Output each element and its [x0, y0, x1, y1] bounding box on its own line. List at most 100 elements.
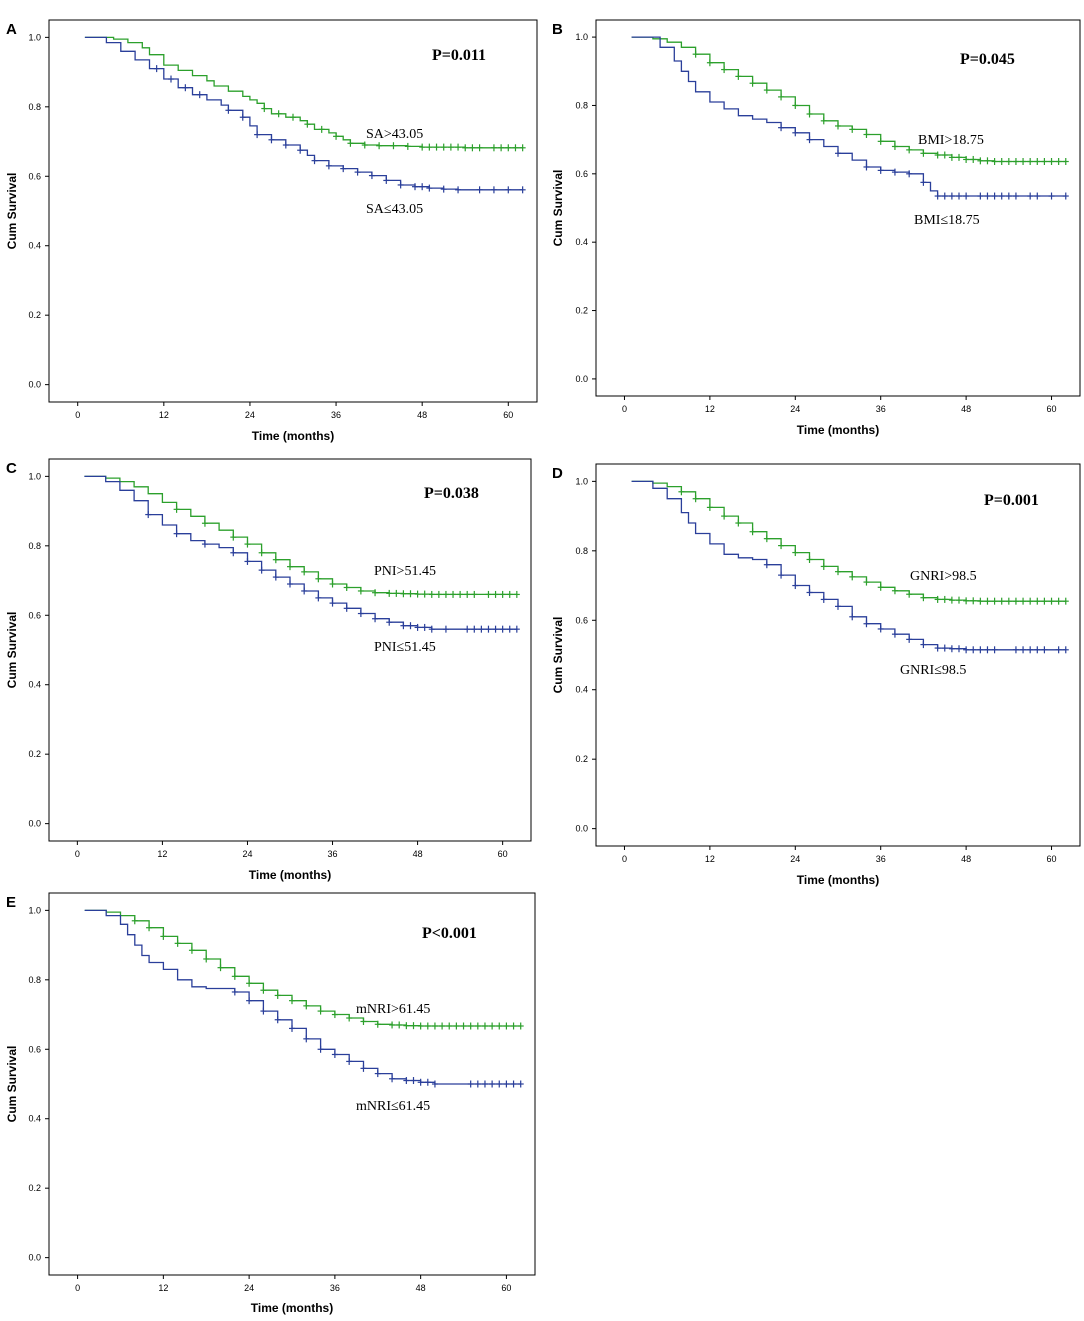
censor-mark-low — [806, 136, 813, 144]
censor-mark-high — [956, 596, 962, 604]
censor-mark-high — [792, 549, 799, 557]
x-tick-label: 36 — [330, 1283, 340, 1293]
censor-mark-low — [1034, 646, 1041, 654]
censor-mark-low — [201, 540, 208, 548]
y-tick-label: 0.8 — [28, 541, 41, 551]
y-tick-label: 0.2 — [575, 754, 588, 764]
censor-mark-low — [474, 1080, 481, 1088]
km-panel-b: B 0.0 0.2 0.4 0.6 0.8 1.0 0 12 24 36 48 60 Time (mont… — [551, 19, 1081, 437]
x-tick-label: 12 — [158, 1283, 168, 1293]
censor-mark-low — [1041, 646, 1048, 654]
censor-mark-high — [948, 153, 955, 161]
censor-mark-low — [948, 192, 955, 200]
censor-mark-high — [920, 594, 927, 602]
censor-mark-low — [386, 618, 393, 626]
censor-mark-low — [792, 129, 799, 137]
x-tick-label: 60 — [501, 1283, 511, 1293]
censor-mark-low — [496, 1080, 503, 1088]
x-tick-label: 60 — [503, 410, 513, 420]
censor-mark-low — [478, 625, 485, 633]
censor-mark-low — [941, 644, 948, 652]
censor-mark-high — [450, 590, 457, 598]
censor-mark-low — [272, 573, 279, 581]
p-value-label: P=0.001 — [984, 492, 1039, 509]
censor-mark-high — [407, 590, 414, 598]
y-tick-label: 0.4 — [28, 680, 41, 690]
y-tick-label: 0.6 — [575, 169, 588, 179]
censor-mark-high — [906, 590, 913, 598]
censor-mark-low — [168, 75, 174, 83]
censor-mark-low — [835, 149, 841, 157]
y-axis-title: Cum Survival — [551, 170, 565, 247]
censor-mark-high — [333, 132, 340, 140]
x-tick-label: 24 — [245, 410, 255, 420]
censor-mark-low — [977, 646, 984, 654]
censor-mark-high — [1005, 158, 1012, 166]
y-tick-label: 0.6 — [28, 171, 41, 181]
censor-mark-low — [476, 186, 483, 194]
censor-mark-low — [196, 91, 203, 99]
x-tick-label: 60 — [498, 849, 508, 859]
censor-mark-high — [372, 589, 379, 597]
censor-mark-low — [505, 186, 512, 194]
censor-mark-low — [792, 582, 799, 590]
censor-mark-low — [357, 610, 364, 618]
censor-mark-low — [311, 157, 318, 165]
censor-mark-low — [956, 645, 962, 653]
censor-mark-high — [506, 590, 513, 598]
censor-mark-high — [435, 590, 442, 598]
censor-mark-high — [1041, 158, 1048, 166]
censor-mark-high — [941, 595, 948, 603]
censor-mark-low — [984, 646, 991, 654]
x-tick-label: 60 — [1047, 404, 1057, 414]
censor-mark-low — [325, 162, 332, 170]
censor-mark-high — [1027, 158, 1034, 166]
censor-mark-low — [258, 566, 265, 574]
x-tick-label: 12 — [157, 849, 167, 859]
censor-mark-high — [792, 101, 799, 109]
censor-mark-low — [1048, 192, 1055, 200]
censor-mark-high — [1027, 597, 1034, 605]
censor-mark-high — [849, 573, 856, 581]
censor-mark-low — [260, 1007, 267, 1015]
censor-mark-high — [1055, 158, 1062, 166]
censor-mark-low — [906, 635, 913, 643]
censor-mark-high — [1012, 597, 1019, 605]
y-tick-label: 1.0 — [28, 471, 41, 481]
y-tick-label: 0.8 — [28, 102, 41, 112]
censor-mark-low — [490, 186, 497, 194]
censor-mark-low — [492, 625, 499, 633]
censor-mark-high — [948, 596, 955, 604]
low-group-label: SA≤43.05 — [366, 202, 423, 217]
censor-mark-low — [1055, 646, 1062, 654]
censor-mark-high — [389, 1021, 396, 1029]
censor-mark-high — [275, 110, 282, 118]
censor-mark-high — [331, 1011, 338, 1019]
censor-mark-low — [763, 561, 770, 569]
x-tick-label: 24 — [242, 849, 252, 859]
censor-mark-high — [287, 563, 293, 571]
censor-mark-low — [254, 131, 261, 139]
censor-mark-low — [428, 625, 435, 633]
censor-mark-high — [361, 141, 368, 149]
censor-mark-high — [1034, 597, 1041, 605]
censor-mark-high — [998, 597, 1005, 605]
y-tick-label: 0.0 — [28, 819, 41, 829]
censor-mark-high — [1034, 158, 1041, 166]
censor-mark-low — [517, 1080, 524, 1088]
censor-mark-low — [906, 170, 913, 178]
censor-mark-high — [489, 1022, 496, 1030]
censor-mark-high — [1055, 597, 1062, 605]
censor-mark-low — [368, 172, 375, 180]
x-tick-label: 12 — [705, 404, 715, 414]
x-tick-label: 24 — [790, 854, 800, 864]
censor-mark-low — [421, 623, 428, 631]
y-tick-label: 1.0 — [575, 476, 588, 486]
censor-mark-high — [424, 1022, 431, 1030]
censor-mark-low — [920, 178, 927, 186]
censor-mark-high — [447, 143, 454, 151]
censor-mark-low — [231, 988, 238, 996]
censor-mark-high — [467, 1022, 474, 1030]
censor-mark-high — [763, 535, 770, 543]
x-tick-label: 0 — [75, 410, 80, 420]
